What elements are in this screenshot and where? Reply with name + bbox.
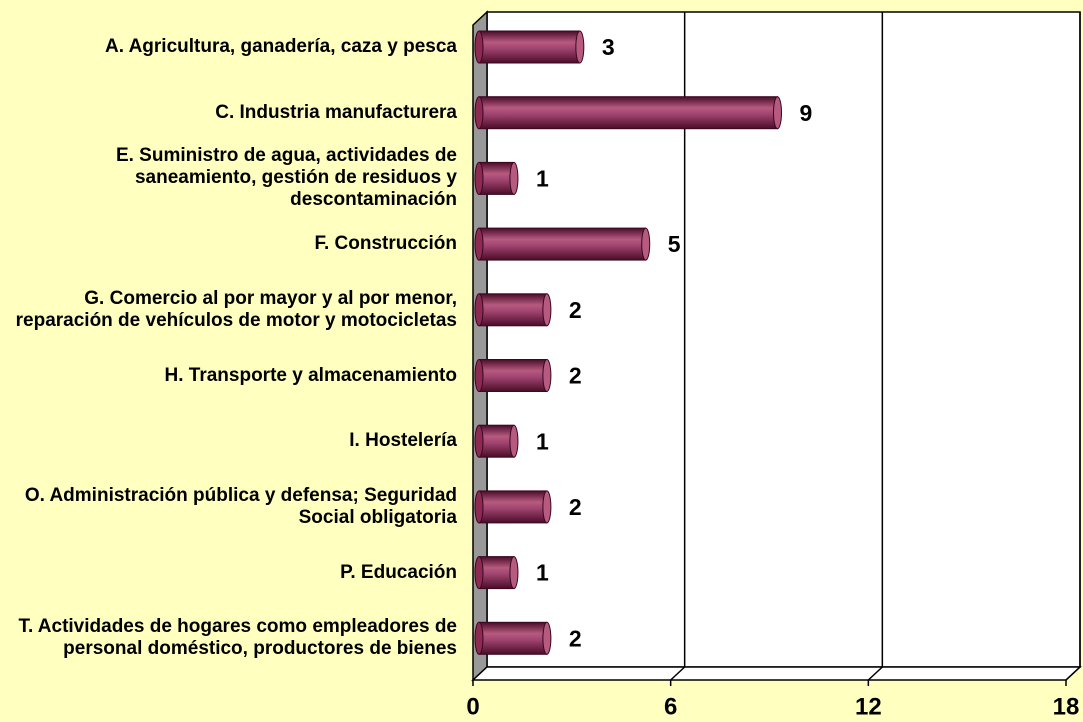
bar [478,490,548,524]
category-labels: A. Agricultura, ganadería, caza y pesca C… [0,0,470,682]
grid-line [1065,666,1081,681]
bar [478,359,548,392]
bar-cap [509,424,519,458]
value-label: 1 [536,165,549,191]
bar-cap [641,227,651,261]
bar-start-cap [474,556,484,590]
bar-cap [542,490,552,524]
x-tick-label: 0 [466,693,479,720]
bar-start-cap [474,490,484,524]
category-label: P. Educación [340,561,457,583]
bar-cap [773,96,782,130]
bar-cap [542,359,552,392]
bar-cap [509,556,519,590]
bar-cap [542,621,552,655]
value-label: 5 [668,231,681,257]
bar [478,96,778,130]
category-label: O. Administración pública y defensa; Seg… [24,484,457,528]
floor [471,666,1082,681]
bar-start-cap [474,227,484,261]
category-label: F. Construcción [314,233,457,255]
bar-start-cap [474,293,484,327]
bar-start-cap [474,621,484,655]
category-label: C. Industria manufacturera [215,101,457,123]
bar-start-cap [474,359,484,392]
bar [478,161,515,195]
bar [478,227,647,261]
value-label: 2 [569,297,582,323]
bar [478,30,581,64]
value-label: 2 [569,625,582,651]
x-tick-label: 18 [1053,693,1080,720]
value-label: 9 [800,100,813,126]
bar [478,293,548,327]
bar [478,621,548,655]
bar-cap [542,293,552,327]
value-label: 1 [536,428,549,454]
category-label: E. Suministro de agua, actividades de sa… [115,145,457,211]
bar-cap [575,30,585,64]
value-label: 3 [602,34,615,60]
bar-start-cap [474,96,484,130]
grid-line [867,666,883,681]
x-tick-label: 12 [855,693,882,720]
grid-line [670,666,686,681]
bar-start-cap [474,161,484,195]
value-label: 1 [536,560,549,586]
category-label: I. Hostelería [349,430,457,452]
bar-start-cap [474,30,484,64]
x-tick-label: 6 [664,693,677,720]
value-label: 2 [569,494,582,520]
category-label: A. Agricultura, ganadería, caza y pesca [105,36,457,57]
bar-cap [509,161,519,195]
category-label: G. Comercio al por mayor y al por menor,… [15,287,457,331]
bar-start-cap [474,424,484,458]
value-label: 2 [569,363,582,389]
category-label: T. Actividades de hogares como empleador… [18,616,457,660]
bar [478,424,515,458]
category-label: H. Transporte y almacenamiento [164,364,458,386]
bar [478,556,515,590]
